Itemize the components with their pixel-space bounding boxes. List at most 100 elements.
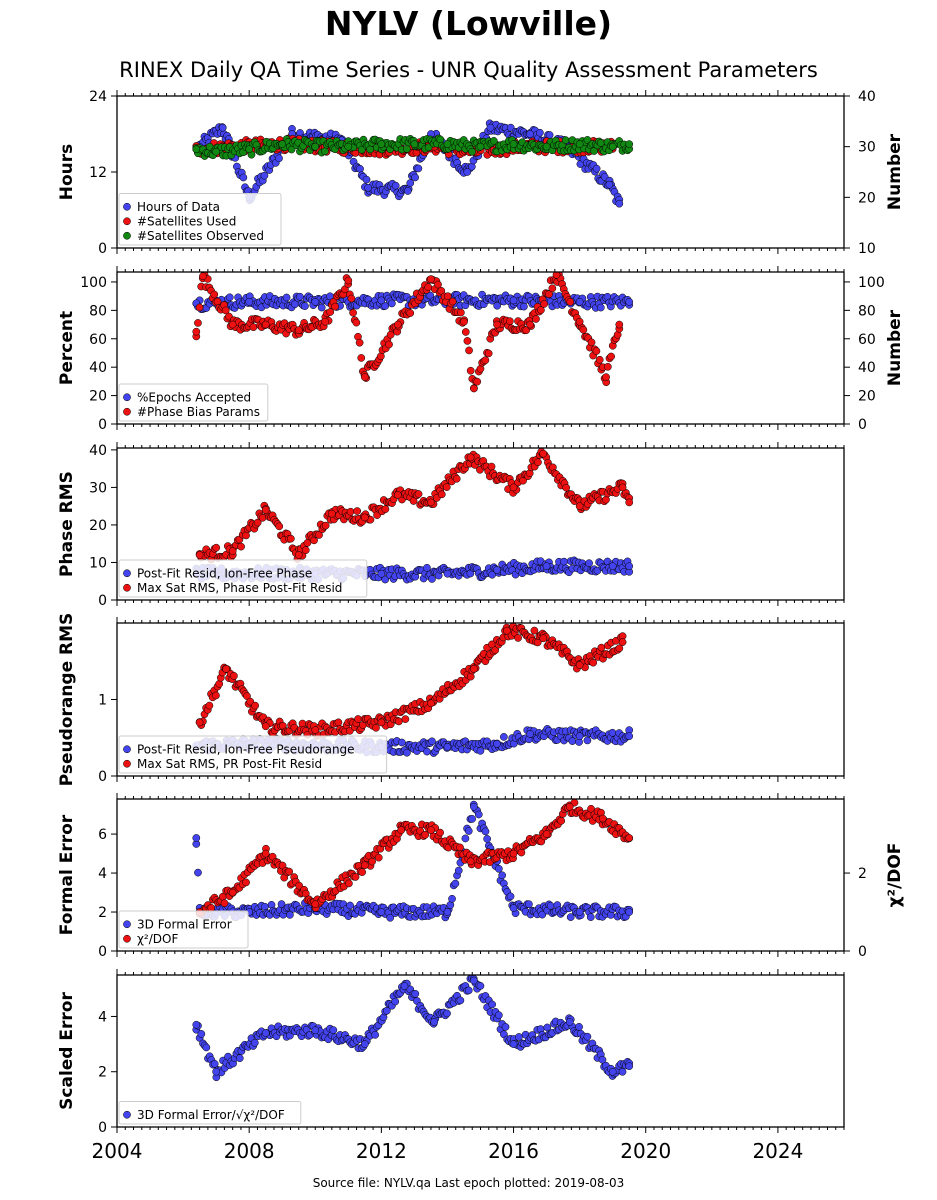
y-tick-label: 20 bbox=[89, 518, 107, 534]
data-point-anchor bbox=[327, 509, 336, 518]
data-point bbox=[220, 899, 229, 908]
data-point bbox=[464, 827, 473, 835]
data-point bbox=[596, 303, 605, 312]
legend-box bbox=[118, 735, 388, 774]
data-point bbox=[374, 853, 383, 862]
data-point bbox=[499, 733, 508, 741]
series-blue-points bbox=[192, 975, 634, 1082]
legend-label: %Epochs Accepted bbox=[137, 390, 251, 404]
data-point bbox=[317, 303, 326, 312]
data-point-anchor bbox=[278, 140, 287, 148]
data-point-anchor bbox=[410, 140, 419, 148]
data-point-anchor bbox=[228, 888, 237, 897]
data-point bbox=[451, 879, 460, 888]
legend-box bbox=[118, 193, 282, 246]
y-tick-label: 80 bbox=[89, 303, 107, 319]
x-tick-label: 2012 bbox=[356, 1139, 407, 1163]
data-point bbox=[457, 308, 465, 317]
data-point bbox=[592, 164, 601, 173]
data-point bbox=[403, 748, 411, 757]
data-point-anchor bbox=[360, 513, 369, 522]
data-point bbox=[260, 171, 269, 180]
data-point bbox=[321, 521, 330, 530]
chart-panel-3: 0 10 20 30 40 Phase RMS Post-Fit Resid, Ion-Fr… bbox=[57, 442, 845, 609]
legend-box bbox=[118, 910, 249, 949]
data-point bbox=[437, 490, 446, 499]
data-point bbox=[463, 337, 472, 345]
data-point-anchor bbox=[526, 730, 534, 738]
data-point bbox=[506, 317, 514, 326]
y-tick-label: 4 bbox=[98, 1009, 107, 1025]
data-point-anchor bbox=[460, 317, 468, 326]
y-axis-label: Scaled Error bbox=[57, 992, 77, 1110]
data-point bbox=[474, 810, 483, 819]
data-point-anchor bbox=[360, 1040, 369, 1048]
y-right-tick-label: 60 bbox=[858, 332, 876, 348]
data-point bbox=[494, 1011, 503, 1020]
data-point bbox=[414, 490, 423, 498]
data-point bbox=[321, 147, 329, 156]
data-point bbox=[575, 1023, 583, 1031]
y-right-tick-label: 80 bbox=[858, 303, 876, 319]
data-point bbox=[557, 817, 566, 825]
data-point bbox=[537, 306, 545, 314]
data-point bbox=[406, 179, 415, 187]
y-tick-label: 0 bbox=[98, 593, 107, 609]
data-point-anchor bbox=[377, 569, 386, 578]
data-point bbox=[414, 164, 423, 173]
data-point-anchor bbox=[602, 373, 610, 381]
data-point-anchor bbox=[542, 142, 551, 151]
data-point bbox=[607, 352, 615, 361]
data-point-anchor bbox=[509, 1040, 518, 1048]
y-right-axis-label: Number bbox=[885, 133, 905, 210]
data-point bbox=[548, 284, 557, 293]
data-point bbox=[357, 354, 366, 362]
data-point bbox=[481, 827, 490, 836]
data-point bbox=[230, 672, 238, 680]
data-point bbox=[536, 128, 544, 137]
data-point-anchor bbox=[427, 826, 435, 835]
data-point-anchor bbox=[608, 1067, 617, 1076]
data-point bbox=[592, 347, 601, 355]
data-point bbox=[443, 292, 452, 301]
data-point-anchor bbox=[598, 814, 607, 823]
data-point-anchor bbox=[394, 491, 402, 499]
data-point-anchor bbox=[608, 142, 617, 151]
data-point bbox=[346, 507, 355, 516]
data-point bbox=[331, 302, 339, 311]
data-point-anchor bbox=[212, 147, 220, 156]
data-point bbox=[514, 634, 522, 642]
y-right-tick-label: 0 bbox=[858, 417, 867, 433]
legend-label: #Satellites Observed bbox=[137, 229, 264, 243]
chart-panel-2: 0 20 40 60 80 100 0 20 40 60 80 100 Percent Number %Ep… bbox=[57, 266, 905, 433]
data-point bbox=[210, 1060, 219, 1068]
data-point bbox=[362, 175, 371, 184]
y-tick-label: 0 bbox=[98, 944, 107, 960]
data-point bbox=[391, 997, 400, 1006]
data-point bbox=[212, 691, 220, 700]
data-point bbox=[197, 1030, 206, 1038]
data-point bbox=[461, 834, 470, 843]
legend-marker bbox=[123, 569, 131, 578]
data-point-anchor bbox=[261, 722, 270, 731]
y-tick-label: 0 bbox=[98, 1120, 107, 1136]
data-point bbox=[371, 1031, 380, 1039]
data-point bbox=[381, 575, 390, 584]
data-point bbox=[395, 717, 403, 726]
data-point bbox=[586, 913, 595, 921]
data-point-anchor bbox=[542, 830, 551, 838]
data-point bbox=[388, 299, 396, 308]
data-point bbox=[225, 293, 234, 302]
data-point bbox=[401, 715, 410, 723]
data-point bbox=[421, 830, 430, 839]
data-point-anchor bbox=[430, 1018, 439, 1026]
data-point-anchor bbox=[311, 900, 320, 909]
data-point bbox=[506, 892, 515, 901]
data-point-anchor bbox=[625, 1062, 634, 1071]
data-point bbox=[501, 1023, 510, 1031]
series-red-points bbox=[195, 623, 627, 740]
data-point bbox=[461, 328, 470, 336]
data-point bbox=[448, 894, 456, 903]
data-point-anchor bbox=[192, 834, 201, 842]
data-point-anchor bbox=[228, 320, 237, 329]
